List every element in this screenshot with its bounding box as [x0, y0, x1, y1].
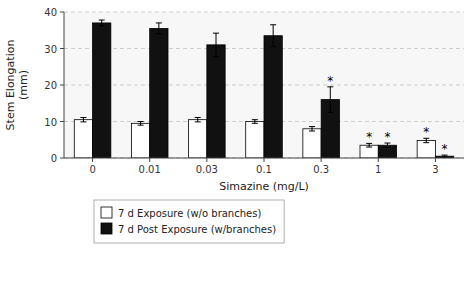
error-line: [254, 120, 255, 124]
y-tick-label: 20: [44, 80, 57, 91]
error-cap: [252, 119, 258, 120]
legend-swatch: [101, 207, 112, 218]
x-tick-label: 0.1: [256, 164, 272, 175]
error-cap: [138, 121, 144, 122]
bar: [417, 140, 435, 158]
x-tick-label: 1: [375, 164, 381, 175]
x-tick: [149, 158, 150, 162]
annotation: *: [366, 130, 372, 144]
x-tick: [378, 158, 379, 162]
error-cap: [270, 46, 276, 47]
error-cap: [213, 56, 219, 57]
y-tick: [60, 121, 64, 122]
error-line: [216, 33, 217, 56]
error-bar: [270, 25, 276, 47]
y-tick-label: 40: [44, 7, 57, 18]
x-tick-label: 0.01: [139, 164, 161, 175]
error-cap: [80, 117, 86, 118]
error-cap: [384, 147, 390, 148]
error-bar: [252, 120, 258, 124]
error-line: [83, 117, 84, 121]
x-tick: [92, 158, 93, 162]
annotation: *: [442, 142, 448, 156]
error-bar: [156, 23, 162, 34]
y-axis-label-line: (mm): [17, 70, 30, 100]
error-cap: [138, 125, 144, 126]
error-line: [140, 122, 141, 126]
error-cap: [99, 20, 105, 21]
error-cap: [195, 117, 201, 118]
error-bar: [327, 87, 333, 113]
bar: [360, 145, 378, 158]
error-line: [101, 20, 102, 26]
y-axis-label: Stem Elongation(mm): [4, 40, 30, 131]
error-bar: [80, 117, 86, 121]
legend-label: 7 d Post Exposure (w/branches): [118, 224, 276, 235]
y-axis-label-line: Stem Elongation: [4, 40, 17, 131]
y-tick-label: 0: [51, 153, 57, 164]
x-tick: [435, 158, 436, 162]
legend-swatch: [101, 223, 112, 234]
error-line: [158, 23, 159, 34]
y-tick-label: 30: [44, 44, 57, 55]
error-line: [312, 127, 313, 131]
bar: [246, 122, 264, 159]
bar: [303, 129, 321, 158]
error-cap: [270, 24, 276, 25]
error-cap: [309, 126, 315, 127]
y-axis: [64, 12, 65, 158]
error-cap: [327, 112, 333, 113]
x-tick: [321, 158, 322, 162]
error-cap: [80, 121, 86, 122]
annotation: *: [327, 74, 333, 88]
error-cap: [213, 33, 219, 34]
error-bar: [309, 127, 315, 131]
annotation: *: [423, 125, 429, 139]
x-tick-label: 0: [89, 164, 95, 175]
legend-box: [94, 200, 284, 243]
x-tick-label: 0.03: [196, 164, 218, 175]
error-line: [197, 117, 198, 121]
bar: [264, 36, 282, 158]
error-cap: [156, 22, 162, 23]
y-tick: [60, 85, 64, 86]
error-bar: [195, 117, 201, 121]
plot-area: [64, 12, 464, 158]
bar: [131, 123, 149, 158]
x-tick-label: 0.3: [313, 164, 329, 175]
error-line: [330, 87, 331, 113]
x-axis-label: Simazine (mg/L): [219, 180, 309, 193]
error-bar: [99, 20, 105, 26]
error-cap: [99, 25, 105, 26]
y-tick: [60, 12, 64, 13]
bars: [74, 20, 453, 158]
y-tick: [60, 48, 64, 49]
error-cap: [156, 33, 162, 34]
x-tick-label: 3: [432, 164, 438, 175]
error-cap: [309, 130, 315, 131]
y-tick: [60, 158, 64, 159]
bar: [74, 120, 92, 158]
x-tick: [264, 158, 265, 162]
error-bar: [213, 33, 219, 56]
grid-line: [64, 12, 464, 13]
y-axis-label-group: Stem Elongation(mm): [4, 40, 30, 131]
legend-label: 7 d Exposure (w/o branches): [118, 208, 261, 219]
error-cap: [252, 123, 258, 124]
error-bar: [138, 122, 144, 126]
error-cap: [366, 147, 372, 148]
error-cap: [195, 121, 201, 122]
bar: [207, 45, 225, 158]
error-cap: [423, 142, 429, 143]
bar: [189, 120, 207, 158]
y-tick-label: 10: [44, 117, 57, 128]
annotation: *: [384, 130, 390, 144]
chart: 0 10 20 30 40 0 0.01 0.03 0.1 0.3 1 3 * * * * * Simazine …: [0, 0, 474, 285]
bar: [378, 145, 396, 158]
bar: [150, 28, 168, 158]
x-tick: [206, 158, 207, 162]
legend: 7 d Exposure (w/o branches) 7 d Post Expo…: [94, 200, 284, 243]
bar: [93, 23, 111, 158]
error-line: [273, 25, 274, 47]
